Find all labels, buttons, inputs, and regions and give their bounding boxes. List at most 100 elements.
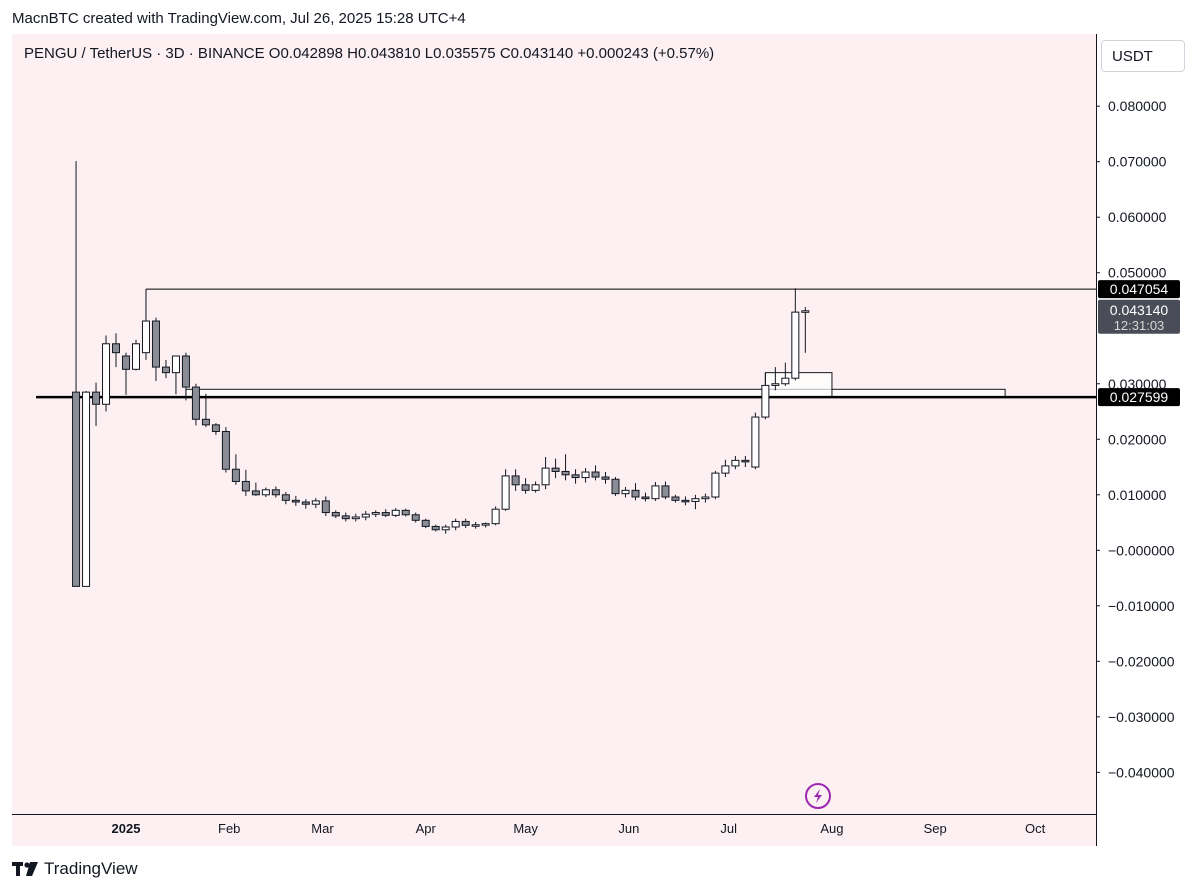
- candle-body: [92, 391, 101, 405]
- price-level-badge-text: 0.047054: [1110, 281, 1169, 297]
- candle: [151, 317, 160, 381]
- candle: [571, 469, 580, 484]
- candle-body: [611, 478, 620, 495]
- candle: [701, 493, 710, 503]
- candle: [221, 427, 230, 473]
- candle-body: [191, 386, 200, 420]
- candle: [102, 335, 111, 412]
- candle: [501, 469, 510, 511]
- tradingview-logo-icon: [12, 862, 38, 876]
- candle: [122, 352, 130, 395]
- candle: [401, 508, 410, 517]
- candle-body: [271, 489, 280, 496]
- candle-body: [311, 500, 320, 505]
- candle-body: [591, 471, 600, 478]
- candle-body: [82, 391, 91, 587]
- candle-body: [141, 320, 150, 354]
- candle: [301, 499, 310, 509]
- price-tick-label: −0.020000: [1108, 653, 1175, 669]
- candle-body: [431, 525, 440, 531]
- candle-body: [321, 500, 330, 514]
- price-axis-ticks: 0.080000 0.070000 0.060000 0.050000 0.030000…: [1096, 98, 1175, 780]
- candle: [551, 458, 560, 479]
- candle-body: [112, 343, 121, 354]
- candle: [801, 307, 810, 353]
- candle-body: [681, 499, 690, 503]
- candle-body: [671, 496, 680, 501]
- candle-body: [301, 501, 310, 505]
- candlestick-chart[interactable]: 0.080000 0.070000 0.060000 0.050000 0.030000…: [12, 34, 1188, 846]
- currency-button-label: USDT: [1112, 47, 1153, 65]
- time-tick-label: May: [513, 821, 538, 836]
- candle-body: [691, 498, 700, 502]
- time-axis-background: [12, 814, 1096, 846]
- lightning-icon[interactable]: [805, 783, 831, 809]
- candle: [731, 455, 740, 470]
- candle: [531, 481, 540, 493]
- candle: [421, 518, 430, 529]
- candle: [461, 518, 470, 529]
- candle-body: [461, 520, 470, 526]
- candle: [621, 487, 630, 498]
- candle-body: [102, 343, 111, 405]
- candle-body: [601, 476, 610, 480]
- price-tick-label: −0.010000: [1108, 598, 1175, 614]
- candle: [311, 498, 320, 509]
- chart-frame[interactable]: 0.080000 0.070000 0.060000 0.050000 0.030000…: [12, 34, 1188, 846]
- candle-body: [291, 499, 300, 503]
- last-price-value: 0.043140: [1110, 302, 1169, 318]
- candle: [261, 487, 270, 498]
- candle: [381, 509, 390, 517]
- price-tick-label: −0.030000: [1108, 709, 1175, 725]
- candle: [291, 495, 300, 506]
- candle-body: [201, 418, 210, 426]
- price-tick-label: 0.070000: [1108, 154, 1167, 170]
- candle: [141, 289, 150, 360]
- candle-body: [161, 366, 170, 374]
- candle: [331, 510, 340, 519]
- footer-brand-text: TradingView: [44, 859, 138, 878]
- price-level-badge: [1098, 280, 1180, 299]
- candle: [681, 496, 690, 506]
- candle: [171, 355, 180, 395]
- candle: [611, 477, 620, 496]
- candle: [361, 510, 370, 521]
- candle-body: [781, 377, 790, 385]
- currency-button[interactable]: USDT: [1101, 40, 1185, 72]
- candle-body: [481, 523, 490, 526]
- candle-body: [281, 494, 290, 501]
- time-tick-label: Jun: [618, 821, 639, 836]
- candle: [521, 478, 530, 494]
- candle-body: [801, 310, 810, 313]
- candle-body: [151, 320, 160, 368]
- time-tick-label: Feb: [218, 821, 240, 836]
- time-tick-label: Apr: [416, 821, 437, 836]
- candle: [491, 506, 500, 526]
- candle: [211, 423, 220, 435]
- candle: [691, 494, 700, 510]
- price-level-badge-text: 0.027599: [1110, 389, 1169, 405]
- candle: [161, 359, 170, 379]
- footer-brand[interactable]: TradingView: [12, 858, 138, 880]
- candle-body: [551, 467, 560, 472]
- candle-body: [541, 467, 550, 486]
- candle-body: [122, 355, 130, 370]
- candle-body: [721, 465, 730, 474]
- candle: [441, 524, 450, 534]
- candle: [601, 472, 610, 484]
- candle-body: [761, 384, 770, 418]
- candle: [481, 522, 490, 528]
- candle: [661, 481, 670, 500]
- candle-body: [451, 520, 460, 528]
- price-tick-label: 0.030000: [1108, 376, 1167, 392]
- candle: [351, 513, 360, 522]
- candle: [181, 352, 190, 401]
- candle: [72, 161, 81, 587]
- candle-body: [211, 424, 220, 432]
- candle-body: [491, 508, 500, 525]
- candle-body: [231, 468, 240, 482]
- candle-body: [731, 459, 740, 467]
- chart-creator-caption: MacnBTC created with TradingView.com, Ju…: [12, 10, 466, 27]
- candle-body: [581, 471, 590, 479]
